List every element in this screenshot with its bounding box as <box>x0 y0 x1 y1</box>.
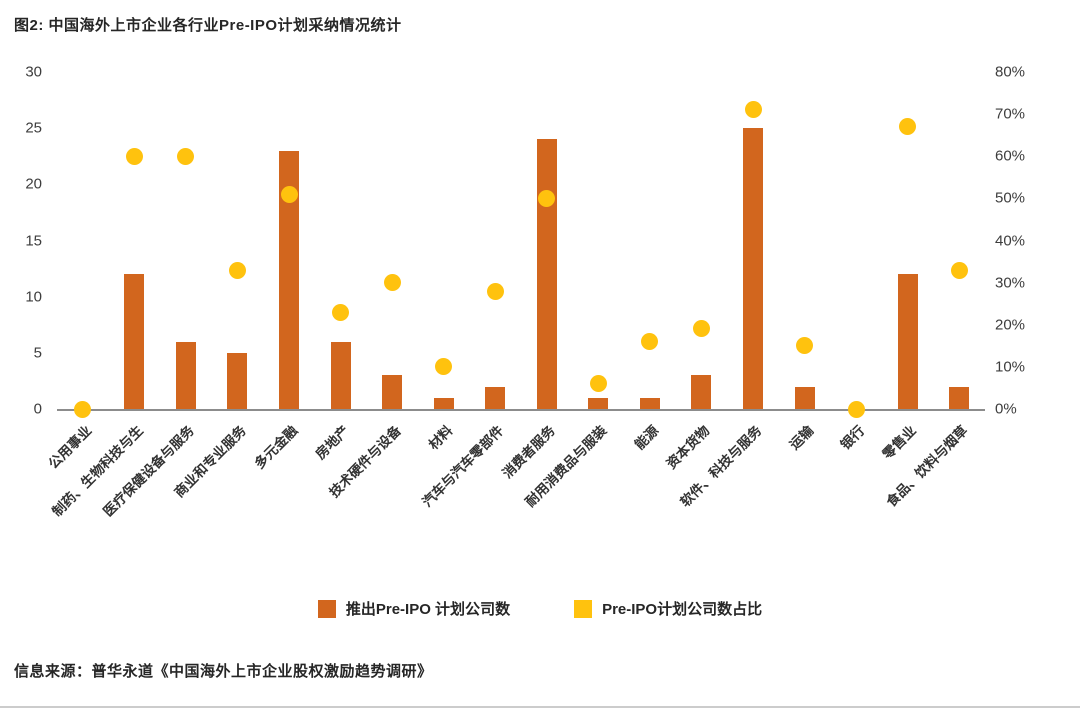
right-axis-tick: 70% <box>995 105 1026 123</box>
left-axis-tick: 15 <box>25 232 42 249</box>
bar-legend-label: 推出Pre-IPO 计划公司数 <box>345 601 511 618</box>
bar-材料 <box>433 397 454 409</box>
left-axis-tick: 20 <box>25 175 42 193</box>
right-axis-tick: 10% <box>995 358 1026 376</box>
right-axis-tick: 20% <box>995 316 1026 334</box>
x-axis-label: 零售业 <box>879 422 920 463</box>
bar-多元金融 <box>279 150 299 409</box>
dot-银行 <box>847 400 865 418</box>
dot-汽车与汽车零部件 <box>486 282 504 300</box>
right-axis-tick: 60% <box>995 147 1026 165</box>
bar-医疗保健设备与服务 <box>175 341 196 409</box>
dot-房地产 <box>332 303 350 321</box>
bar-技术硬件与设备 <box>382 375 403 409</box>
plot-area <box>57 72 985 418</box>
left-axis-tick: 5 <box>33 344 42 362</box>
dot-legend-label: Pre-IPO计划公司数占比 <box>602 601 763 618</box>
bar-商业和专业服务 <box>227 352 248 409</box>
bar-资本货物 <box>691 375 712 409</box>
left-axis-tick: 30 <box>25 63 42 81</box>
right-axis-tick: 0% <box>995 400 1017 418</box>
left-axis: 0 5 10 15 20 25 30 <box>0 64 42 418</box>
x-axis-label: 制药、生物科技与生 <box>49 422 146 520</box>
bar-耐用消费品与服装 <box>588 397 609 409</box>
bar-消费者服务 <box>536 139 557 409</box>
bar-legend-swatch <box>317 599 336 618</box>
x-axis-label: 银行 <box>837 422 868 453</box>
right-axis-tick: 50% <box>995 189 1026 207</box>
dot-运输 <box>796 337 814 355</box>
x-axis-label: 医疗保健设备与服务 <box>100 422 198 520</box>
dot-公用事业 <box>74 400 92 418</box>
bar-房地产 <box>330 341 351 409</box>
x-axis-label: 材料 <box>425 422 456 453</box>
x-axis-label: 运输 <box>786 422 816 453</box>
dot-食品、饮料与烟草 <box>950 261 968 279</box>
legend-item-dots: Pre-IPO计划公司数占比 <box>574 598 762 619</box>
dot-资本货物 <box>692 320 710 338</box>
bar-制药、生物科技与生 <box>124 274 145 409</box>
dot-商业和专业服务 <box>228 261 246 279</box>
legend-item-bars: 推出Pre-IPO 计划公司数 <box>317 598 511 619</box>
dot-legend-swatch <box>574 599 593 618</box>
dot-消费者服务 <box>538 189 556 207</box>
bar-零售业 <box>897 274 918 409</box>
x-axis-label: 能源 <box>631 422 662 453</box>
right-axis-tick: 80% <box>995 63 1026 81</box>
left-axis-tick: 25 <box>25 119 42 137</box>
legend: 推出Pre-IPO 计划公司数 Pre-IPO计划公司数占比 <box>0 598 1080 619</box>
left-axis-tick: 10 <box>25 288 42 306</box>
bar-运输 <box>794 386 815 409</box>
bar-能源 <box>639 397 660 409</box>
dot-医疗保健设备与服务 <box>177 147 195 165</box>
dot-能源 <box>641 333 659 351</box>
bar-软件、科技与服务 <box>743 128 763 409</box>
bar-汽车与汽车零部件 <box>485 386 506 409</box>
chart-title: 图2: 中国海外上市企业各行业Pre-IPO计划采纳情况统计 <box>14 17 402 34</box>
dot-耐用消费品与服装 <box>589 375 607 393</box>
dot-多元金融 <box>280 185 298 203</box>
right-axis: 0% 10% 20% 30% 40% 50% 60% 70% 80% <box>995 64 1065 418</box>
x-axis-label: 房地产 <box>312 422 352 463</box>
bar-食品、饮料与烟草 <box>949 386 970 409</box>
x-axis-label: 多元金融 <box>251 422 301 472</box>
right-axis-tick: 30% <box>995 274 1026 292</box>
left-axis-tick: 0 <box>33 400 42 418</box>
dot-软件、科技与服务 <box>744 101 762 119</box>
dot-零售业 <box>899 118 917 136</box>
source-note: 信息来源：普华永道《中国海外上市企业股权激励趋势调研》 <box>14 663 433 680</box>
dot-材料 <box>435 358 453 376</box>
dot-技术硬件与设备 <box>383 274 401 292</box>
dot-制药、生物科技与生 <box>125 147 143 165</box>
bottom-divider <box>0 706 1080 708</box>
right-axis-tick: 40% <box>995 232 1026 249</box>
x-axis-labels: 公用事业 制药、生物科技与生 医疗保健设备与服务 商业和专业服务 多元金融 房地产 技术硬件… <box>45 414 985 584</box>
